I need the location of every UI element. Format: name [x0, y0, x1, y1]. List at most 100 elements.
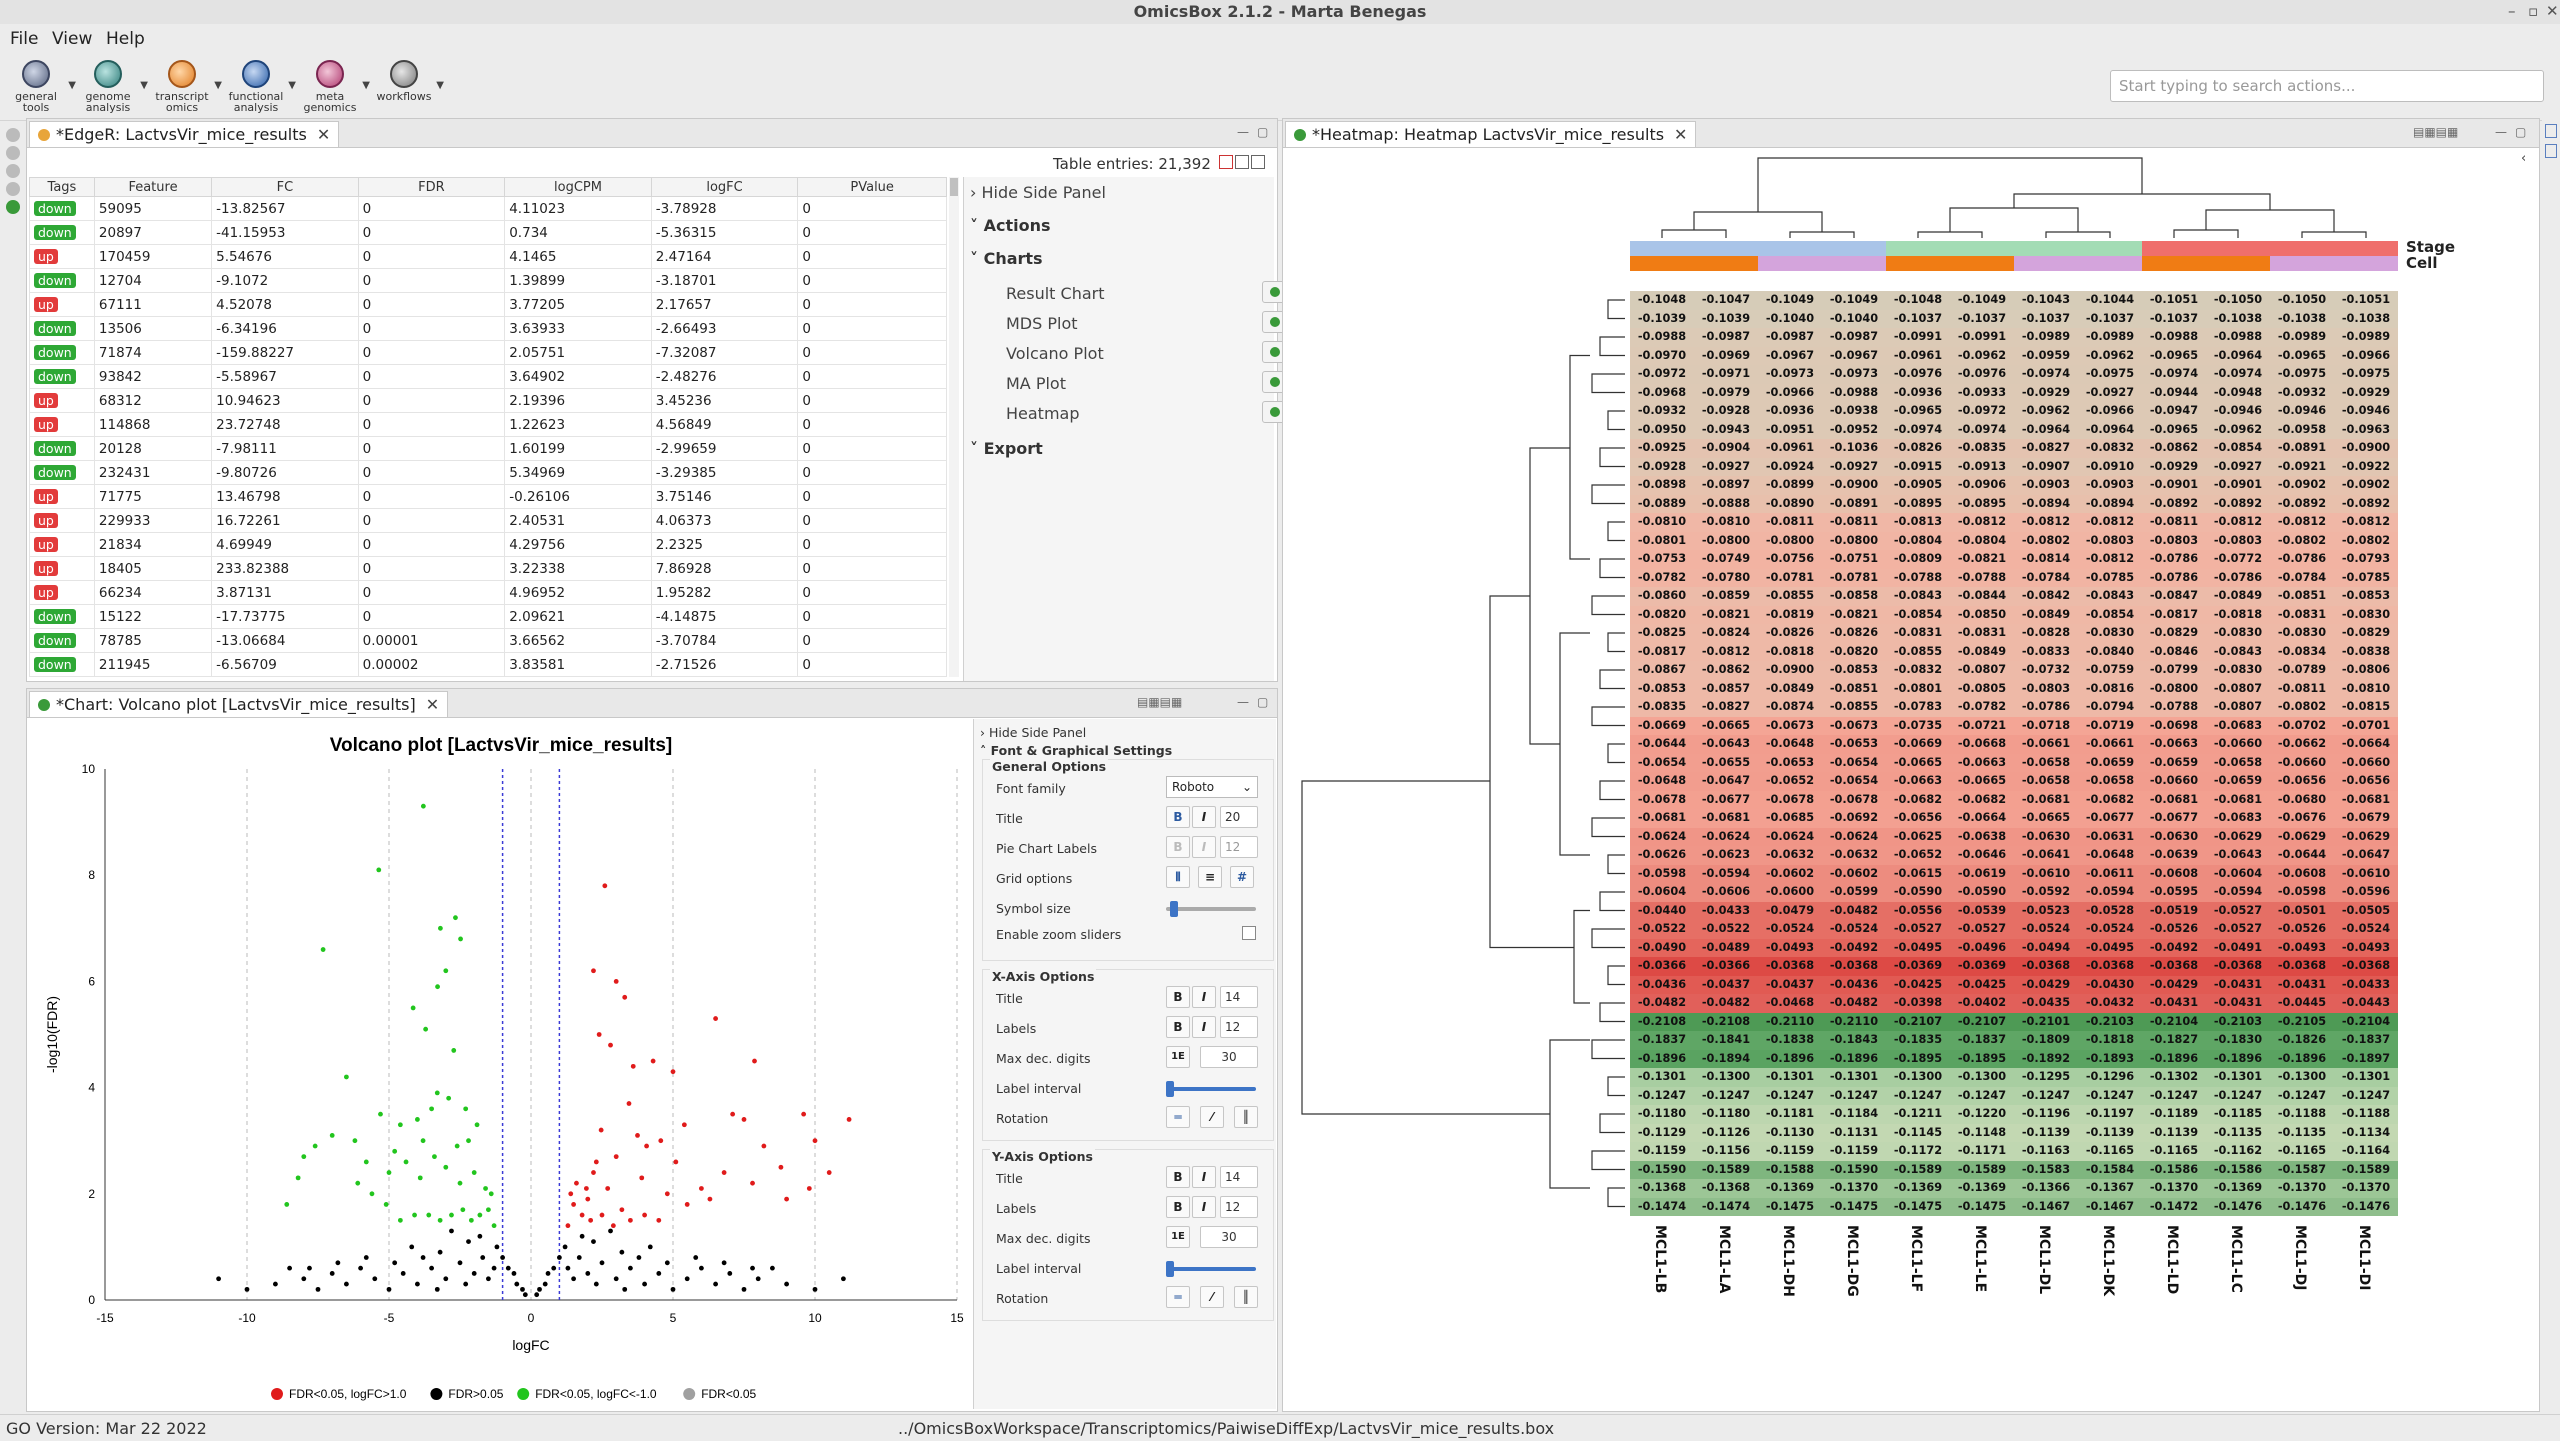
mds-plot-item[interactable]: MDS Plot — [1006, 314, 1078, 333]
x-labels-italic-button[interactable]: I — [1192, 1016, 1216, 1038]
collapse-side-panel-icon[interactable]: ‹ — [2521, 151, 2527, 166]
y-dec-icon[interactable]: 1E — [1166, 1226, 1190, 1248]
table-row[interactable]: up 71775 13.46798 0 -0.26106 3.75146 0 — [29, 484, 947, 509]
y-labels-bold-button[interactable]: B — [1166, 1196, 1190, 1218]
gutter-icon[interactable] — [6, 200, 20, 214]
x-rotation-0-button[interactable]: ═ — [1166, 1106, 1190, 1128]
table-row[interactable]: down 20128 -7.98111 0 1.60199 -2.99659 0 — [29, 436, 947, 461]
hide-side-panel-link[interactable]: › Hide Side Panel — [970, 183, 1106, 202]
table-row[interactable]: down 59095 -13.82567 0 4.11023 -3.78928 0 — [29, 196, 947, 221]
x-dec-icon[interactable]: 1E — [1166, 1046, 1190, 1068]
column-header-fc[interactable]: FC — [211, 177, 359, 197]
dropdown-arrow-icon[interactable]: ▼ — [68, 80, 76, 91]
y-rotation-45-button[interactable]: ⁄ — [1200, 1286, 1224, 1308]
table-row[interactable]: down 232431 -9.80726 0 5.34969 -3.29385 0 — [29, 460, 947, 485]
table-row[interactable]: up 229933 16.72261 0 2.40531 4.06373 0 — [29, 508, 947, 533]
hide-side-panel-link[interactable]: › Hide Side Panel — [980, 725, 1087, 740]
columns-icon[interactable] — [1235, 155, 1249, 169]
export-section[interactable]: ˅ Export — [970, 439, 1043, 458]
maximize-panel-icon[interactable]: ▢ — [2515, 125, 2527, 139]
table-row[interactable]: up 114868 23.72748 0 1.22623 4.56849 0 — [29, 412, 947, 437]
table-row[interactable]: up 66234 3.87131 0 4.96952 1.95282 0 — [29, 580, 947, 605]
pie-bold-button[interactable]: B — [1166, 836, 1190, 858]
x-title-italic-button[interactable]: I — [1192, 986, 1216, 1008]
dropdown-arrow-icon[interactable]: ▼ — [140, 80, 148, 91]
italic-button[interactable]: I — [1192, 806, 1216, 828]
heatmap-item[interactable]: Heatmap — [1006, 404, 1080, 423]
x-interval-knob[interactable] — [1166, 1081, 1174, 1097]
functional-analysis-button[interactable]: functional analysis ▼ — [220, 60, 296, 113]
x-title-bold-button[interactable]: B — [1166, 986, 1190, 1008]
x-rotation-90-button[interactable]: ║ — [1234, 1106, 1258, 1128]
symbol-size-knob[interactable] — [1170, 901, 1178, 917]
x-labels-bold-button[interactable]: B — [1166, 1016, 1190, 1038]
table-row[interactable]: down 15122 -17.73775 0 2.09621 -4.14875 0 — [29, 604, 947, 629]
heatmap-tab[interactable]: *Heatmap: Heatmap LactvsVir_mice_results… — [1285, 121, 1697, 147]
zoom-sliders-checkbox[interactable] — [1242, 926, 1256, 940]
dropdown-arrow-icon[interactable]: ▼ — [214, 80, 222, 91]
charts-section[interactable]: ˅ Charts — [970, 249, 1043, 268]
scrollbar-thumb[interactable] — [950, 178, 958, 196]
table-row[interactable]: down 12704 -9.1072 0 1.39899 -3.18701 0 — [29, 268, 947, 293]
table-row[interactable]: down 78785 -13.06684 0.00001 3.66562 -3.70784… — [29, 628, 947, 653]
properties-icon[interactable] — [2545, 144, 2557, 158]
table-row[interactable]: down 13506 -6.34196 0 3.63933 -2.66493 0 — [29, 316, 947, 341]
y-labels-size-input[interactable]: 12 — [1220, 1196, 1258, 1218]
column-header-feature[interactable]: Feature — [93, 177, 213, 197]
dropdown-arrow-icon[interactable]: ▼ — [362, 80, 370, 91]
table-row[interactable]: up 68312 10.94623 0 2.19396 3.45236 0 — [29, 388, 947, 413]
table-row[interactable]: up 170459 5.54676 0 4.1465 2.47164 0 — [29, 244, 947, 269]
table-row[interactable]: down 20897 -41.15953 0 0.734 -5.36315 0 — [29, 220, 947, 245]
actions-section[interactable]: ˅ Actions — [970, 216, 1051, 235]
gutter-icon[interactable] — [6, 128, 20, 142]
clear-filter-icon[interactable] — [1219, 155, 1233, 169]
y-rotation-90-button[interactable]: ║ — [1234, 1286, 1258, 1308]
y-title-italic-button[interactable]: I — [1192, 1166, 1216, 1188]
maximize-panel-icon[interactable]: ▢ — [1257, 695, 1269, 709]
font-family-select[interactable]: Roboto ⌄ — [1166, 776, 1258, 798]
grid-vertical-button[interactable]: ⦀ — [1166, 866, 1190, 888]
edger-tab[interactable]: *EdgeR: LactvsVir_mice_results ✕ — [29, 121, 340, 147]
y-title-bold-button[interactable]: B — [1166, 1166, 1190, 1188]
column-header-tags[interactable]: Tags — [29, 177, 95, 197]
minimize-panel-icon[interactable]: — — [1237, 125, 1249, 139]
y-interval-slider[interactable] — [1166, 1267, 1256, 1271]
x-dec-input[interactable]: 30 — [1200, 1046, 1258, 1068]
maximize-icon[interactable]: ▫ — [2528, 2, 2539, 20]
close-tab-icon[interactable]: ✕ — [425, 695, 440, 714]
volcano-tab[interactable]: *Chart: Volcano plot [LactvsVir_mice_res… — [29, 691, 449, 717]
export-heatmap-icon[interactable]: ▤▦▤▦ — [2413, 125, 2459, 139]
title-size-input[interactable]: 20 — [1220, 806, 1258, 828]
ma-plot-run-button[interactable] — [1262, 371, 1288, 393]
volcano-plot-item[interactable]: Volcano Plot — [1006, 344, 1104, 363]
x-title-size-input[interactable]: 14 — [1220, 986, 1258, 1008]
y-rotation-0-button[interactable]: ═ — [1166, 1286, 1190, 1308]
table-row[interactable]: up 67111 4.52078 0 3.77205 2.17657 0 — [29, 292, 947, 317]
gutter-icon[interactable] — [6, 164, 20, 178]
result-chart-item[interactable]: Result Chart — [1006, 284, 1105, 303]
x-interval-slider[interactable] — [1166, 1087, 1256, 1091]
mds-plot-run-button[interactable] — [1262, 311, 1288, 333]
metagenomics-button[interactable]: meta genomics ▼ — [294, 60, 370, 113]
close-tab-icon[interactable]: ✕ — [316, 125, 331, 144]
y-title-size-input[interactable]: 14 — [1220, 1166, 1258, 1188]
menu-file[interactable]: File — [10, 29, 39, 49]
minimize-panel-icon[interactable]: — — [1237, 695, 1249, 709]
grid-horizontal-button[interactable]: ≡ — [1198, 866, 1222, 888]
export-table-icon[interactable] — [1251, 155, 1265, 169]
close-icon[interactable]: ✕ — [2546, 2, 2559, 20]
column-header-logfc[interactable]: logFC — [650, 177, 799, 197]
grid-both-button[interactable]: # — [1230, 866, 1254, 888]
x-rotation-45-button[interactable]: ⁄ — [1200, 1106, 1224, 1128]
gutter-icon[interactable] — [6, 146, 20, 160]
table-row[interactable]: down 71874 -159.88227 0 2.05751 -7.32087 0 — [29, 340, 947, 365]
y-dec-input[interactable]: 30 — [1200, 1226, 1258, 1248]
genome-analysis-button[interactable]: genome analysis ▼ — [72, 60, 148, 113]
menu-help[interactable]: Help — [106, 29, 145, 49]
outline-icon[interactable] — [2545, 124, 2557, 138]
x-labels-size-input[interactable]: 12 — [1220, 1016, 1258, 1038]
dropdown-arrow-icon[interactable]: ▼ — [436, 80, 444, 91]
table-row[interactable]: down 211945 -6.56709 0.00002 3.83581 -2.71526… — [29, 652, 947, 677]
y-labels-italic-button[interactable]: I — [1192, 1196, 1216, 1218]
ma-plot-item[interactable]: MA Plot — [1006, 374, 1066, 393]
